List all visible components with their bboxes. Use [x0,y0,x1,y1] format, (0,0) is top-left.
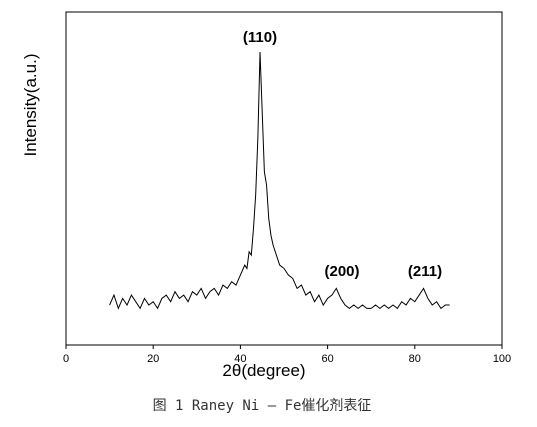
peak-annotation: (110) [243,29,277,46]
y-axis-label: Intensity(a.u.) [21,54,40,157]
x-tick-label: 20 [147,353,159,365]
x-axis-label: 2θ(degree) [222,361,305,380]
x-tick-label: 40 [234,353,246,365]
x-tick-label: 100 [493,353,511,365]
x-tick-label: 0 [63,353,69,365]
plot-frame [65,11,503,346]
x-tick-label: 60 [321,353,333,365]
peak-annotation: (200) [324,263,359,280]
peak-annotation: (211) [408,263,442,280]
x-tick-label: 80 [409,353,421,365]
caption: 图 1 Raney Ni – Fe催化剂表征 [153,398,372,414]
data-line [109,51,450,310]
